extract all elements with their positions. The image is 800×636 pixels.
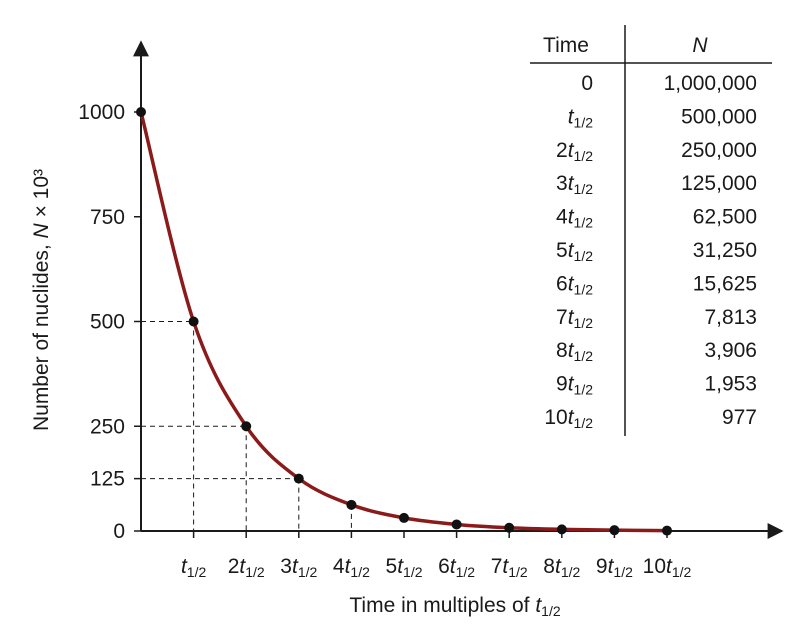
- x-tick-label: 10t1/2: [643, 555, 692, 580]
- data-point: [293, 473, 304, 484]
- x-tick-label: 6t1/2: [438, 555, 475, 580]
- table-cell: t1/2: [568, 105, 594, 130]
- table-cell: 500,000: [681, 105, 757, 128]
- data-point: [136, 107, 146, 117]
- y-tick-label: 1000: [78, 101, 125, 124]
- table-cell: 250,000: [681, 138, 757, 161]
- x-tick-label: t1/2: [181, 555, 207, 580]
- table-cell: 7,813: [704, 305, 757, 328]
- y-tick-label: 125: [90, 467, 125, 490]
- data-point: [346, 499, 357, 510]
- table-cell: 3t1/2: [556, 172, 593, 197]
- table-cell: 9t1/2: [556, 372, 593, 397]
- y-tick-label: 0: [113, 520, 125, 543]
- table-cell: 8t1/2: [556, 339, 593, 364]
- table-cell: 6t1/2: [556, 272, 593, 297]
- data-point: [556, 524, 567, 535]
- data-point: [504, 522, 515, 533]
- table-cell: 977: [722, 406, 757, 429]
- y-tick-label: 500: [90, 310, 125, 333]
- data-point: [609, 525, 620, 536]
- data-point: [241, 421, 252, 432]
- table-header: Time: [543, 34, 589, 57]
- table-cell: 62,500: [693, 205, 757, 228]
- table-cell: 0: [581, 72, 593, 95]
- x-tick-label: 2t1/2: [228, 555, 265, 580]
- y-tick-label: 750: [90, 205, 125, 228]
- x-axis-label: Time in multiples of t1/2: [349, 594, 560, 619]
- table-cell: 1,953: [704, 372, 757, 395]
- table-cell: 4t1/2: [556, 205, 593, 230]
- data-point: [662, 525, 672, 536]
- table-cell: 31,250: [693, 239, 757, 262]
- x-tick-label: 5t1/2: [386, 555, 423, 580]
- data-point: [399, 512, 409, 523]
- table-cell: 3,906: [704, 339, 757, 362]
- table-header: N: [692, 34, 708, 57]
- table-cell: 10t1/2: [544, 406, 593, 431]
- table-cell: 7t1/2: [556, 305, 593, 330]
- table-cell: 125,000: [681, 172, 757, 195]
- table-cell: 15,625: [693, 272, 757, 295]
- y-axis-label: Number of nuclides, N × 10³: [30, 169, 53, 431]
- table-cell: 2t1/2: [556, 138, 593, 163]
- table-cell: 1,000,000: [664, 72, 757, 95]
- data-point: [451, 519, 462, 530]
- y-tick-label: 250: [90, 415, 125, 438]
- x-tick-label: 9t1/2: [596, 555, 633, 580]
- x-tick-label: 3t1/2: [280, 555, 317, 580]
- x-tick-label: 7t1/2: [491, 555, 528, 580]
- x-tick-label: 8t1/2: [543, 555, 580, 580]
- x-tick-label: 4t1/2: [333, 555, 370, 580]
- data-point: [188, 316, 199, 327]
- table-cell: 5t1/2: [556, 239, 593, 264]
